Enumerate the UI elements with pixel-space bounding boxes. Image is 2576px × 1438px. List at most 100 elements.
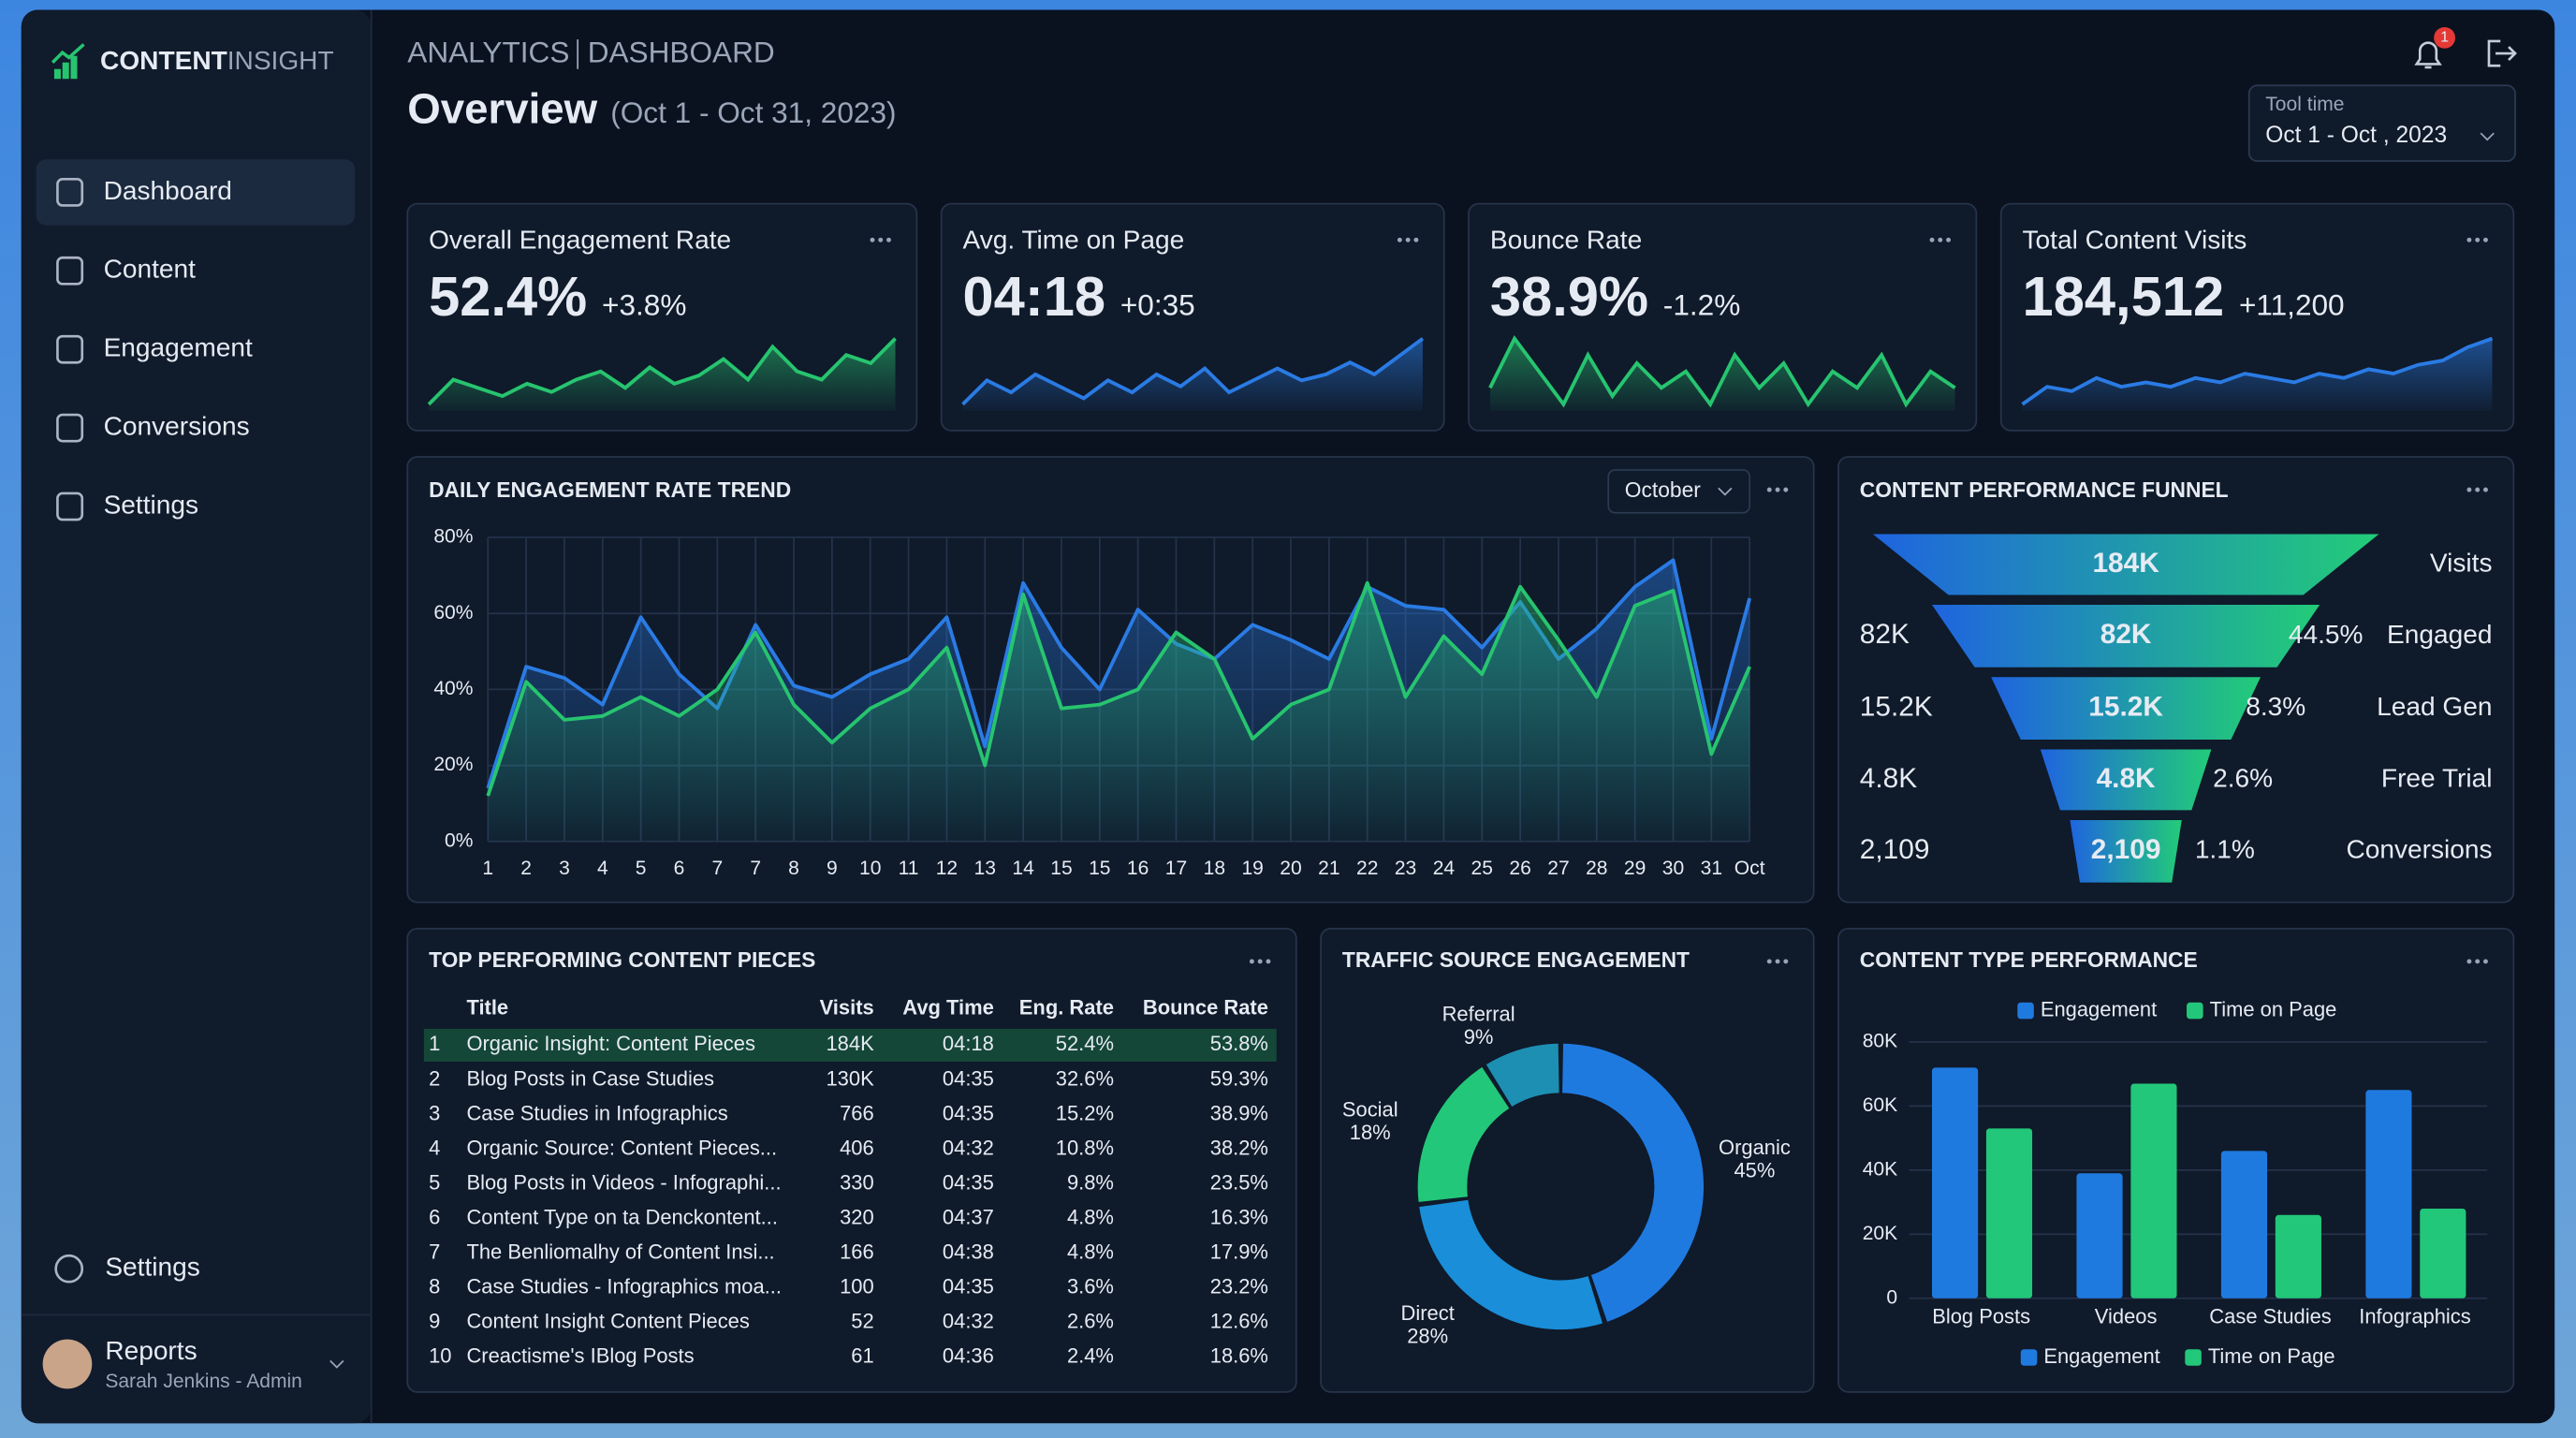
x-tick-label: Videos	[2095, 1305, 2158, 1328]
cell: 16.3%	[1210, 1205, 1268, 1228]
cell: 04:35	[943, 1170, 994, 1194]
cell: 15.2%	[1056, 1101, 1114, 1124]
nav-item[interactable]: Settings	[56, 490, 198, 521]
cell: 12.6%	[1210, 1310, 1268, 1333]
cell: 38.9%	[1210, 1101, 1268, 1124]
more-button[interactable]	[1249, 959, 1271, 964]
cell: Case Studies in Infographics	[466, 1101, 727, 1124]
period: (Oct 1 - Oct 31, 2023)	[610, 95, 896, 129]
y-tick-label: 0	[1886, 1286, 1897, 1308]
cell: 23.5%	[1210, 1170, 1268, 1194]
cell: 04:18	[943, 1032, 994, 1055]
more-button[interactable]	[1397, 237, 1419, 242]
dot	[2475, 237, 2481, 242]
rank: 4	[429, 1136, 440, 1159]
column-header: Eng. Rate	[1019, 996, 1114, 1020]
more-button[interactable]	[2466, 959, 2488, 964]
user-menu[interactable]: Reports	[105, 1336, 197, 1365]
legend-label: Engagement	[2041, 997, 2157, 1020]
badge	[2434, 26, 2455, 49]
funnel-stage	[1932, 604, 2320, 668]
legend-label: Time on Page	[2210, 997, 2337, 1020]
more-button[interactable]	[1766, 959, 1789, 964]
dot	[1783, 487, 1789, 492]
date-picker[interactable]	[2247, 84, 2516, 162]
rank: 6	[429, 1205, 440, 1228]
funnel-stage-name: Conversions	[2346, 835, 2492, 864]
dot	[1249, 959, 1254, 964]
bar	[1932, 1067, 1979, 1299]
dot	[2466, 959, 2472, 964]
x-tick-label: Oct	[1734, 858, 1765, 879]
nav-item[interactable]: Dashboard	[56, 176, 232, 207]
logout-icon[interactable]	[2487, 39, 2517, 67]
cell: 3.6%	[1067, 1275, 1114, 1299]
cell: 2.6%	[1067, 1310, 1114, 1333]
more-button[interactable]	[870, 237, 891, 242]
dot	[1413, 237, 1419, 242]
cell: 18.6%	[1210, 1344, 1268, 1368]
dot	[2466, 237, 2472, 242]
chart-title: CONTENT PERFORMANCE FUNNEL	[1860, 477, 2229, 502]
cell: 406	[840, 1136, 874, 1159]
sparkline	[427, 337, 897, 406]
nav-label[interactable]: Settings	[105, 1253, 199, 1282]
cell: 04:35	[943, 1066, 994, 1090]
y-tick-label: 40%	[433, 678, 473, 699]
rank: 5	[429, 1170, 440, 1194]
cell: 4.8%	[1067, 1205, 1114, 1228]
chevron	[2480, 132, 2495, 141]
y-tick-label: 80%	[433, 526, 473, 548]
more-button[interactable]	[1766, 487, 1789, 492]
cell: 38.2%	[1210, 1136, 1268, 1159]
more-button[interactable]	[1929, 237, 1952, 242]
logo-bar	[62, 62, 69, 80]
chevron	[329, 1359, 344, 1369]
nav-item[interactable]: Engagement	[56, 333, 253, 364]
y-tick-label: 20%	[433, 754, 473, 775]
cell: 23.2%	[1210, 1275, 1268, 1299]
rank: 1	[429, 1032, 440, 1055]
cell: Blog Posts in Case Studies	[466, 1066, 714, 1090]
cell: Content Insight Content Pieces	[466, 1310, 749, 1333]
nav-item[interactable]: Conversions	[56, 412, 250, 443]
sparkline-area	[1489, 338, 1955, 411]
dot	[1766, 959, 1772, 964]
segment-value: 45%	[1734, 1158, 1775, 1181]
x-tick-label: 4	[597, 858, 608, 879]
dot	[1266, 959, 1271, 964]
kpi-card	[940, 202, 1445, 432]
cell: Content Type on ta Denckontent...	[466, 1205, 778, 1228]
funnel-side-value: 4.8K	[1860, 763, 1917, 794]
more-button[interactable]	[2466, 487, 2488, 492]
funnel-side-value: 82K	[1860, 619, 1910, 650]
segment-value: 28%	[1407, 1325, 1448, 1348]
nav-icon	[56, 334, 84, 364]
more-button[interactable]	[2466, 237, 2488, 242]
bell-icon[interactable]	[2414, 41, 2442, 69]
x-tick-label: 18	[1204, 858, 1225, 879]
kpi-delta: +3.8%	[602, 288, 686, 322]
cell: Blog Posts in Videos - Infographi...	[466, 1170, 781, 1194]
x-tick-label: 3	[559, 858, 570, 879]
x-tick-label: 8	[788, 858, 799, 879]
x-tick-label: 14	[1012, 858, 1034, 879]
cell: 766	[840, 1101, 874, 1124]
line-area	[488, 582, 1750, 842]
filter-value: October	[1625, 477, 1701, 502]
x-tick-label: 1	[482, 858, 493, 879]
kpi-value: 52.4%	[429, 265, 587, 328]
x-tick-label: 29	[1624, 858, 1646, 879]
x-tick-label: 24	[1433, 858, 1456, 879]
cell: 17.9%	[1210, 1240, 1268, 1263]
filter-dropdown[interactable]	[1607, 469, 1751, 514]
segment-label: Referral	[1442, 1003, 1515, 1026]
dot	[2466, 487, 2472, 492]
legend-swatch	[2187, 1002, 2203, 1020]
funnel-rate: 2.6%	[2213, 763, 2273, 792]
section: ANALYTICS	[407, 35, 569, 68]
dot	[1938, 237, 1943, 242]
donut-segment	[1419, 1199, 1603, 1330]
nav-item[interactable]: Content	[56, 255, 196, 286]
